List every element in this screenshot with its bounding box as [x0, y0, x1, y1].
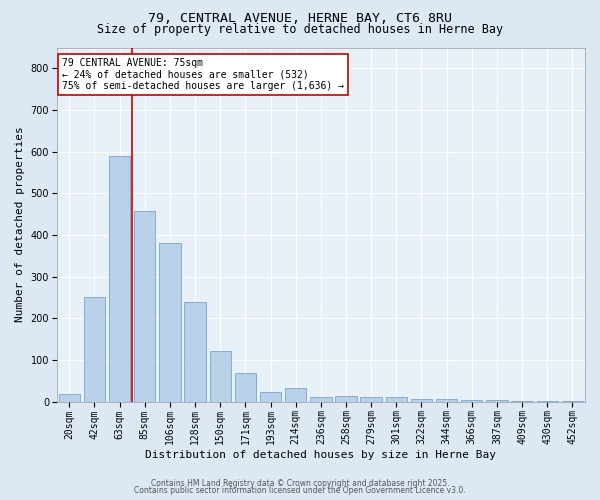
Bar — [335, 396, 356, 402]
Bar — [209, 350, 231, 402]
Bar — [134, 211, 155, 402]
Y-axis label: Number of detached properties: Number of detached properties — [15, 126, 25, 322]
Bar — [310, 396, 332, 402]
Bar — [536, 400, 558, 402]
Text: 79 CENTRAL AVENUE: 75sqm
← 24% of detached houses are smaller (532)
75% of semi-: 79 CENTRAL AVENUE: 75sqm ← 24% of detach… — [62, 58, 344, 92]
Bar — [386, 396, 407, 402]
Text: Size of property relative to detached houses in Herne Bay: Size of property relative to detached ho… — [97, 22, 503, 36]
Bar — [59, 394, 80, 402]
Bar — [159, 244, 181, 402]
Bar — [84, 298, 105, 402]
Bar — [486, 400, 508, 402]
Bar — [461, 400, 482, 402]
Text: 79, CENTRAL AVENUE, HERNE BAY, CT6 8RU: 79, CENTRAL AVENUE, HERNE BAY, CT6 8RU — [148, 12, 452, 26]
Bar — [361, 398, 382, 402]
Text: Contains public sector information licensed under the Open Government Licence v3: Contains public sector information licen… — [134, 486, 466, 495]
Bar — [562, 400, 583, 402]
Bar — [184, 302, 206, 402]
Text: Contains HM Land Registry data © Crown copyright and database right 2025.: Contains HM Land Registry data © Crown c… — [151, 478, 449, 488]
Bar — [436, 400, 457, 402]
Bar — [411, 400, 432, 402]
Bar — [235, 373, 256, 402]
Bar — [109, 156, 130, 402]
Bar — [285, 388, 307, 402]
Bar — [260, 392, 281, 402]
Bar — [511, 400, 533, 402]
X-axis label: Distribution of detached houses by size in Herne Bay: Distribution of detached houses by size … — [145, 450, 496, 460]
